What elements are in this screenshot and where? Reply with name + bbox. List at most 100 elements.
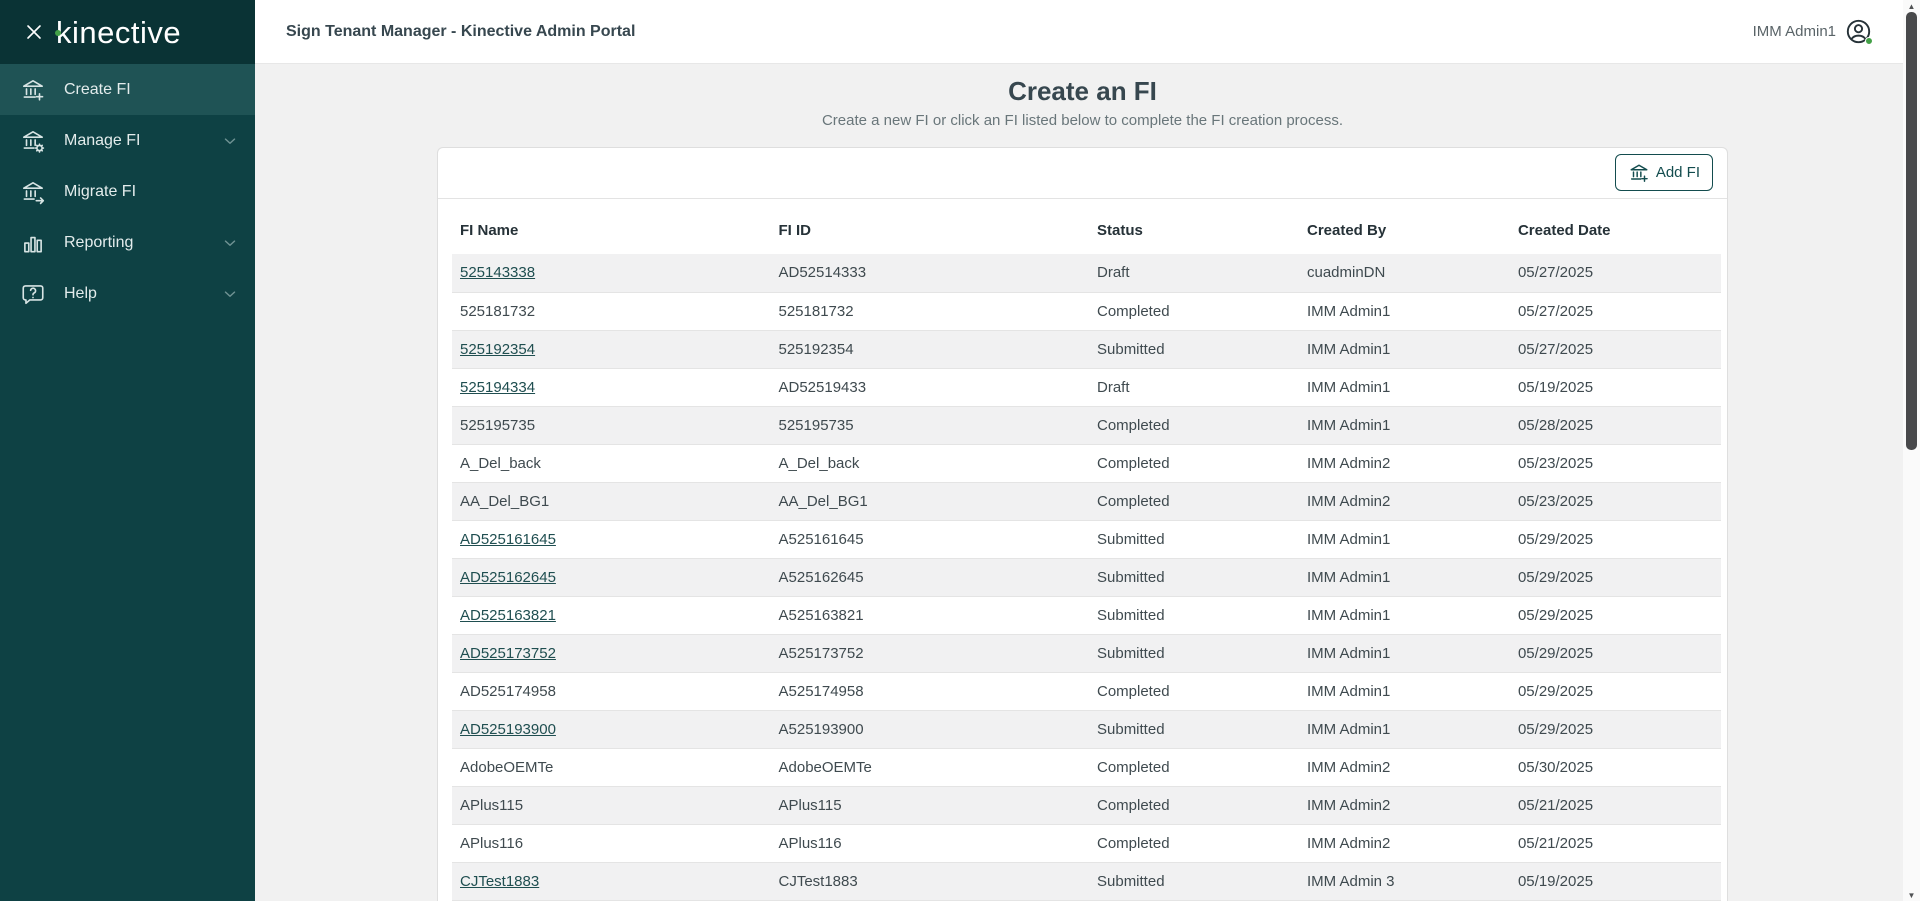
scroll-up-arrow-icon[interactable]: ▲: [1907, 1, 1916, 11]
table-row: AA_Del_BG1 AA_Del_BG1 Completed IMM Admin2 0…: [452, 482, 1721, 520]
created-date-cell: 05/28/2025: [1517, 416, 1594, 434]
fi-name-link[interactable]: AD525162645: [460, 568, 556, 586]
fi-name-cell: 525143338: [452, 254, 771, 292]
page-subtitle: Create a new FI or click an FI listed be…: [821, 112, 1344, 129]
scroll-down-arrow-icon[interactable]: ▼: [1907, 890, 1916, 900]
fi-id-cell: A525161645: [778, 530, 864, 548]
close-icon[interactable]: [20, 18, 48, 46]
status-cell: Completed: [1097, 682, 1170, 700]
created-by-cell: IMM Admin1: [1306, 682, 1391, 700]
fi-name-link[interactable]: AD525161645: [460, 530, 556, 548]
created-date-cell: 05/19/2025: [1517, 872, 1594, 890]
right-pane: Sign Tenant Manager - Kinective Admin Po…: [255, 0, 1920, 901]
bank-plus-icon: [1628, 162, 1650, 184]
created-date-cell: 05/21/2025: [1517, 834, 1594, 852]
scrollbar-thumb[interactable]: [1906, 12, 1917, 450]
column-header: Created Date: [1517, 222, 1611, 239]
table-row: APlus115 APlus115 Completed IMM Admin2 05/21…: [452, 786, 1721, 824]
created-by-cell: IMM Admin1: [1306, 530, 1391, 548]
fi-name-cell: AD525163821: [452, 596, 771, 634]
fi-name-text: AD525174958: [460, 682, 556, 700]
column-header: Status: [1097, 222, 1143, 239]
fi-name-cell: APlus116: [452, 824, 771, 862]
created-date-cell: 05/29/2025: [1517, 682, 1594, 700]
created-by-cell: IMM Admin2: [1306, 834, 1391, 852]
fi-id-cell: A525173752: [778, 644, 864, 662]
created-date-cell: 05/29/2025: [1517, 530, 1594, 548]
fi-name-link[interactable]: CJTest1883: [460, 872, 540, 890]
created-by-cell: IMM Admin 3: [1306, 872, 1395, 890]
fi-name-cell: AD525162645: [452, 558, 771, 596]
sidebar-item-migrate-fi[interactable]: Migrate FI: [0, 166, 255, 217]
main-content: Create an FI Create a new FI or click an…: [255, 64, 1920, 901]
created-date-cell: 05/27/2025: [1517, 340, 1594, 358]
fi-id-cell: A_Del_back: [778, 454, 860, 472]
bank-gear-icon: [20, 128, 46, 154]
fi-name-text: 525195735: [460, 416, 536, 434]
sidebar-item-label: Help: [64, 284, 97, 302]
sidebar-item-create-fi[interactable]: Create FI: [0, 64, 255, 115]
status-cell: Submitted: [1097, 530, 1165, 548]
fi-name-link[interactable]: 525192354: [460, 340, 536, 358]
sidebar-menu: Create FI Manage FI Migrate FI Reporting Hel…: [0, 64, 255, 319]
fi-name-link[interactable]: 525143338: [460, 264, 536, 282]
created-by-cell: IMM Admin2: [1306, 796, 1391, 814]
fi-id-cell: A525193900: [778, 720, 864, 738]
status-cell: Completed: [1097, 416, 1170, 434]
created-by-cell: IMM Admin2: [1306, 454, 1391, 472]
fi-id-cell: APlus116: [778, 834, 842, 852]
fi-name-cell: CJTest1883: [452, 862, 771, 900]
fi-name-cell: AA_Del_BG1: [452, 482, 771, 520]
column-header: FI ID: [778, 222, 812, 239]
sidebar-item-help[interactable]: Help: [0, 268, 255, 319]
fi-id-cell: AD52519433: [778, 378, 867, 396]
user-avatar-icon[interactable]: [1845, 18, 1873, 45]
card-toolbar: Add FI: [438, 148, 1727, 199]
sidebar-item-manage-fi[interactable]: Manage FI: [0, 115, 255, 166]
table-row: 525194334 AD52519433 Draft IMM Admin1 05/19/…: [452, 368, 1721, 406]
sidebar: kinective Create FI Manage FI Migrate FI Re…: [0, 0, 255, 901]
status-cell: Completed: [1097, 758, 1170, 776]
fi-id-cell: AdobeOEMTe: [778, 758, 872, 776]
logo-green-dot-icon: [55, 29, 61, 36]
sidebar-item-label: Reporting: [64, 233, 134, 251]
fi-id-cell: 525195735: [778, 416, 854, 434]
column-header: Created By: [1306, 222, 1387, 239]
user-name: IMM Admin1: [1752, 23, 1836, 40]
fi-name-link[interactable]: AD525163821: [460, 606, 556, 624]
table-header-row: FI Name FI ID Status Created By Created Date: [452, 199, 1721, 254]
created-date-cell: 05/29/2025: [1517, 568, 1594, 586]
fi-name-cell: AD525161645: [452, 520, 771, 558]
fi-name-cell: APlus115: [452, 786, 771, 824]
fi-id-cell: 525192354: [778, 340, 854, 358]
created-date-cell: 05/19/2025: [1517, 378, 1594, 396]
table-row: CJTest1883 CJTest1883 Submitted IMM Admin 3…: [452, 862, 1721, 900]
fi-name-text: APlus116: [460, 834, 524, 852]
fi-id-cell: APlus115: [778, 796, 842, 814]
sidebar-item-reporting[interactable]: Reporting: [0, 217, 255, 268]
fi-name-link[interactable]: AD525193900: [460, 720, 556, 738]
vertical-scrollbar[interactable]: ▲ ▼: [1903, 0, 1920, 901]
fi-name-text: APlus115: [460, 796, 524, 814]
fi-name-cell: 525194334: [452, 368, 771, 406]
status-cell: Submitted: [1097, 644, 1165, 662]
bar-chart-icon: [20, 230, 46, 256]
top-header-bar: Sign Tenant Manager - Kinective Admin Po…: [255, 0, 1920, 64]
status-cell: Submitted: [1097, 720, 1165, 738]
add-fi-button[interactable]: Add FI: [1614, 154, 1713, 191]
fi-name-cell: AD525173752: [452, 634, 771, 672]
created-by-cell: IMM Admin2: [1306, 492, 1391, 510]
created-date-cell: 05/29/2025: [1517, 644, 1594, 662]
add-fi-label: Add FI: [1655, 164, 1700, 181]
created-by-cell: IMM Admin1: [1306, 568, 1391, 586]
user-menu[interactable]: IMM Admin1: [1752, 18, 1873, 45]
fi-name-link[interactable]: 525194334: [460, 378, 536, 396]
fi-name-cell: 525195735: [452, 406, 771, 444]
created-by-cell: IMM Admin1: [1306, 644, 1391, 662]
fi-name-link[interactable]: AD525173752: [460, 644, 556, 662]
table-row: 525181732 525181732 Completed IMM Admin1 05/…: [452, 292, 1721, 330]
created-date-cell: 05/21/2025: [1517, 796, 1594, 814]
chevron-down-icon: [221, 132, 239, 150]
presence-dot-icon: [1865, 37, 1873, 45]
